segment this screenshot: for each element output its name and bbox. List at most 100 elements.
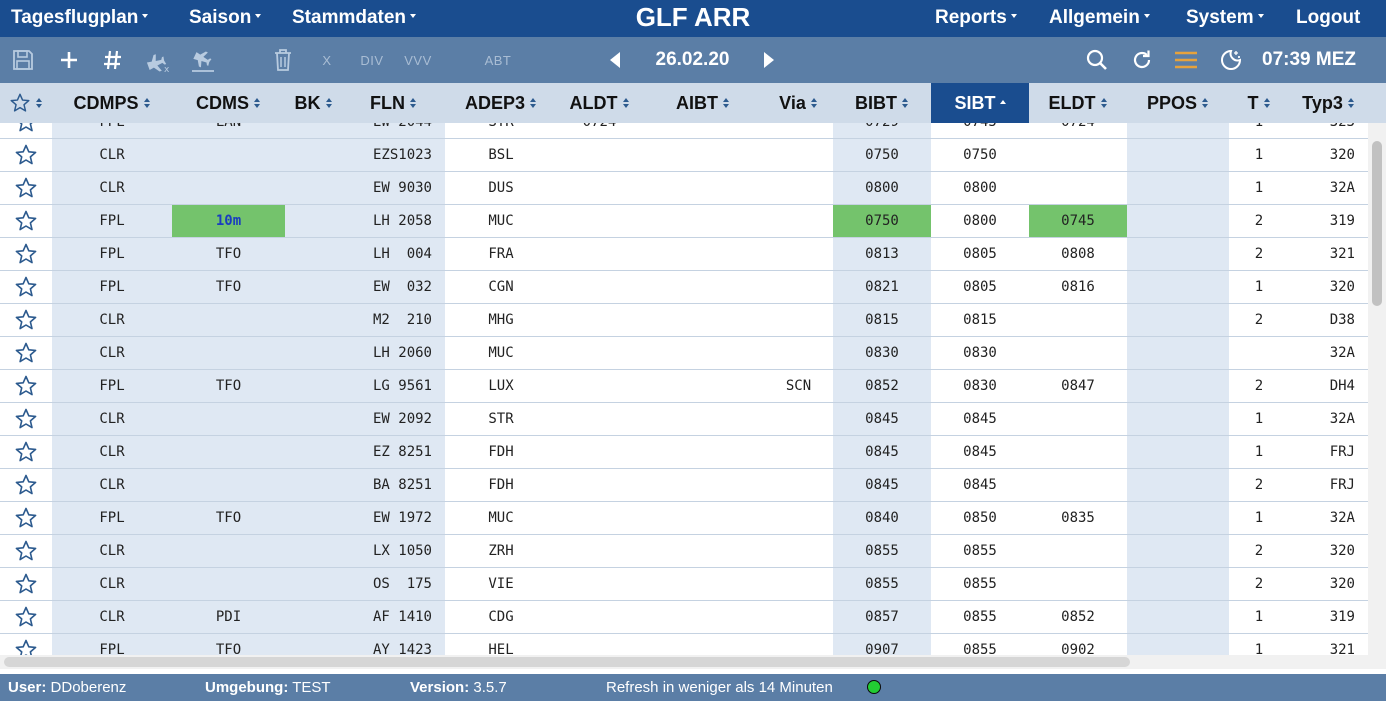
cell-t[interactable]: 1 [1254,609,1264,625]
cell-typ3[interactable]: 32A [1329,510,1355,526]
cell-aibt[interactable] [642,403,764,435]
cell-eldt[interactable] [1029,304,1127,336]
cell-eldt[interactable] [1029,172,1127,204]
cell-aldt[interactable] [557,601,642,633]
cell-bibt[interactable]: 0729 [833,123,931,138]
cell-aldt[interactable] [557,238,642,270]
cell-ppos[interactable] [1127,436,1229,468]
cell-bk[interactable] [285,238,342,270]
column-header-ppos[interactable]: PPOS [1127,83,1229,123]
cell-cdmps[interactable]: CLR [99,312,125,328]
cell-sibt[interactable]: 0815 [963,312,997,328]
cell-ppos[interactable] [1127,172,1229,204]
cell-cdmps[interactable]: FPL [99,510,125,526]
cell-adep3[interactable]: DUS [488,180,514,196]
cell-aldt[interactable] [557,436,642,468]
cell-eldt[interactable]: 0808 [1061,246,1095,262]
cell-bibt[interactable]: 0750 [833,205,931,237]
cell-ppos[interactable] [1127,337,1229,369]
vertical-scrollbar[interactable] [1368,123,1386,669]
cell-typ3[interactable]: 320 [1329,576,1355,592]
table-row[interactable]: FPL TFO EW 1972 MUC 0840 0850 0835 1 32A [0,502,1368,535]
cell-typ3[interactable]: 319 [1329,213,1355,229]
logout-link[interactable]: Logout [1296,7,1361,28]
menu-reports[interactable]: Reports [935,0,1017,37]
cell-aldt[interactable] [557,271,642,303]
favorite-star-icon[interactable] [0,634,52,655]
column-header-typ3[interactable]: Typ3 [1289,83,1368,123]
cell-cdms[interactable]: TFO [215,246,242,262]
cell-cdmps[interactable]: FPL [52,123,172,138]
table-row[interactable]: FPL TFO AY 1423 HEL 0907 0855 0902 1 321 [0,634,1368,655]
column-header-aibt[interactable]: AIBT [642,83,764,123]
hash-icon[interactable] [98,37,128,83]
cell-bibt[interactable]: 0857 [865,609,899,625]
cell-aldt[interactable] [557,502,642,534]
cell-cdmps[interactable]: FPL [99,246,125,262]
cell-eldt[interactable]: 0745 [1029,205,1127,237]
cell-t[interactable]: 1 [1254,411,1264,427]
cell-via[interactable] [764,568,833,600]
cell-t[interactable]: 1 [1254,642,1264,655]
cell-aibt[interactable] [642,502,764,534]
cell-bibt[interactable]: 0845 [865,477,899,493]
cell-sibt[interactable]: 0855 [963,543,997,559]
cell-bibt[interactable]: 0750 [865,147,899,163]
cell-aldt[interactable] [557,172,642,204]
column-header-fln[interactable]: FLN [342,83,445,123]
cell-cdms[interactable] [172,337,285,369]
cell-eldt[interactable]: 0724 [1029,123,1127,138]
cell-cdmps[interactable]: CLR [99,444,125,460]
table-row[interactable]: CLR PDI AF 1410 CDG 0857 0855 0852 1 319 [0,601,1368,634]
cell-ppos[interactable] [1127,304,1229,336]
cell-cdms[interactable]: TFO [215,378,242,394]
cell-via[interactable] [764,403,833,435]
cell-bk[interactable] [285,436,342,468]
cell-fln[interactable]: EW 2092 [372,411,432,427]
cell-bk[interactable] [285,634,342,655]
cell-cdmps[interactable]: CLR [99,147,125,163]
hamburger-menu-icon[interactable] [1172,37,1200,83]
cell-ppos[interactable] [1127,535,1229,567]
table-row[interactable]: FPL TFO LG 9561 LUX SCN 0852 0830 0847 2 DH4 [0,370,1368,403]
cell-bk[interactable] [285,502,342,534]
cell-bibt[interactable]: 0845 [865,444,899,460]
cell-cdms[interactable]: PDI [215,609,242,625]
cell-typ3[interactable]: 321 [1329,246,1355,262]
cell-ppos[interactable] [1127,370,1229,402]
cell-ppos[interactable] [1127,403,1229,435]
table-row[interactable]: FPL 10m LH 2058 MUC 0750 0800 0745 2 319 [0,205,1368,238]
cell-adep3[interactable]: MUC [488,510,514,526]
cell-adep3[interactable]: LUX [488,378,514,394]
cell-ppos[interactable] [1127,502,1229,534]
cell-ppos[interactable] [1127,139,1229,171]
column-header-via[interactable]: Via [764,83,833,123]
favorite-star-icon[interactable] [0,238,52,270]
cell-t[interactable]: 2 [1254,312,1264,328]
cell-fln[interactable]: LH 004 [372,246,432,262]
cell-aldt[interactable] [557,469,642,501]
cell-t[interactable]: 2 [1254,378,1264,394]
cell-typ3[interactable]: 323 [1289,123,1355,138]
cell-t[interactable]: 1 [1254,147,1264,163]
favorite-star-icon[interactable] [0,205,52,237]
column-header-aldt[interactable]: ALDT [557,83,642,123]
menu-allgemein[interactable]: Allgemein [1049,0,1150,37]
favorite-star-icon[interactable] [0,502,52,534]
cell-cdmps[interactable]: FPL [99,279,125,295]
cell-aibt[interactable] [642,634,764,655]
table-row[interactable]: CLR OS 175 VIE 0855 0855 2 320 [0,568,1368,601]
cell-ppos[interactable] [1127,601,1229,633]
cell-eldt[interactable] [1029,337,1127,369]
cell-aibt[interactable] [642,139,764,171]
cell-t[interactable] [1229,337,1289,369]
cell-cdms[interactable] [172,436,285,468]
menu-saison[interactable]: Saison [189,0,262,37]
cell-eldt[interactable]: 0847 [1061,378,1095,394]
cell-fln[interactable]: AY 1423 [372,642,432,655]
cell-ppos[interactable] [1127,469,1229,501]
cell-cdmps[interactable]: FPL [99,213,125,229]
table-row[interactable]: CLR EZ 8251 FDH 0845 0845 1 FRJ [0,436,1368,469]
cell-typ3[interactable]: 320 [1329,147,1355,163]
cell-typ3[interactable]: FRJ [1329,477,1355,493]
